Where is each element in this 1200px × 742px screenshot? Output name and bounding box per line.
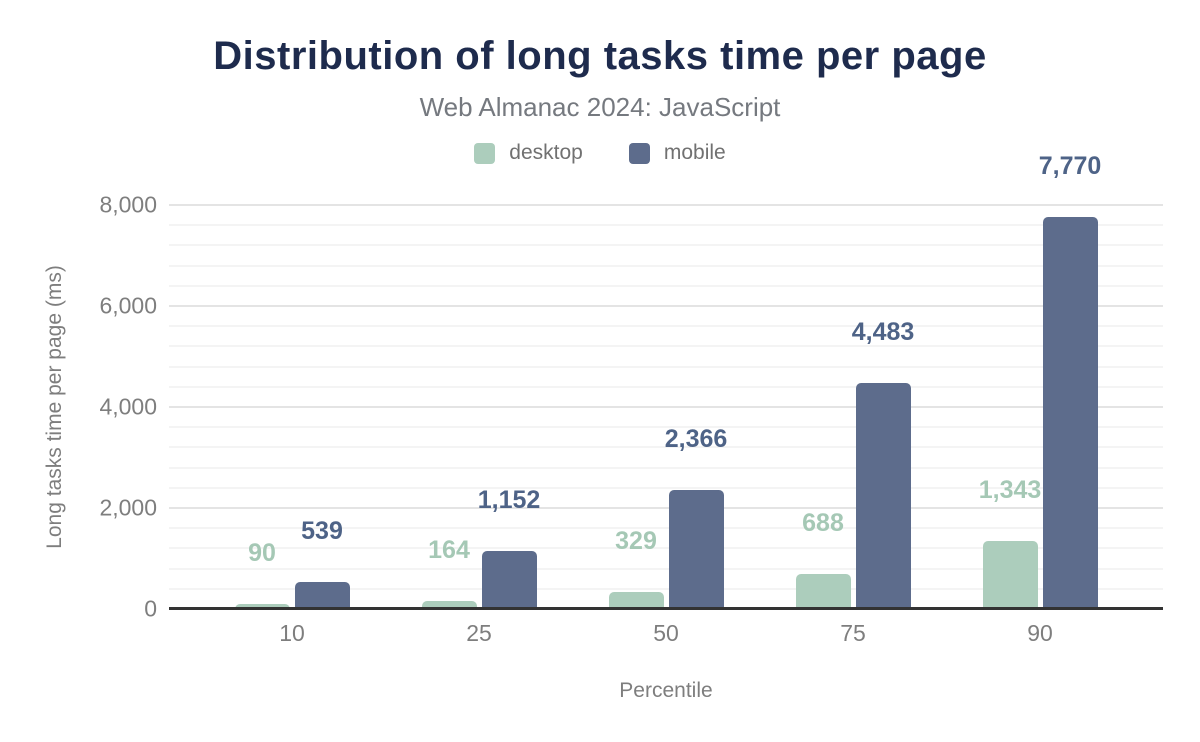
y-axis-title: Long tasks time per page (ms)	[43, 265, 66, 549]
bar-desktop-p75	[795, 574, 851, 609]
value-label-mobile-p50: 2,366	[664, 424, 728, 453]
major-gridline	[169, 507, 1163, 509]
bar-mobile-p90	[1042, 216, 1098, 609]
minor-gridline	[169, 547, 1163, 550]
y-tick-label: 0	[144, 595, 157, 622]
legend-label-mobile: mobile	[663, 141, 726, 164]
legend-item-desktop: desktop	[474, 141, 583, 165]
minor-gridline	[169, 446, 1163, 449]
mobile-legend-swatch-icon	[628, 142, 650, 164]
x-axis-line	[169, 607, 1163, 610]
minor-gridline	[169, 345, 1163, 348]
bar-mobile-p50	[668, 489, 724, 609]
x-axis-title: Percentile	[619, 679, 713, 702]
legend: desktop mobile	[0, 141, 1200, 165]
minor-gridline	[169, 284, 1163, 287]
minor-gridline	[169, 325, 1163, 328]
bar-mobile-p10	[294, 581, 350, 609]
minor-gridline	[169, 385, 1163, 388]
plot-area: 90 539 164 1,152 329 2,366 688 4,483 1,343 7,770	[169, 153, 1163, 610]
value-label-mobile-p75: 4,483	[851, 317, 915, 346]
bar-mobile-p25	[481, 550, 537, 609]
x-tick-label: 90	[1027, 620, 1053, 646]
minor-gridline	[169, 426, 1163, 429]
value-label-desktop-p50: 329	[615, 527, 657, 556]
x-tick-label: 50	[653, 620, 679, 646]
chart-subtitle: Web Almanac 2024: JavaScript	[419, 92, 781, 122]
minor-gridline	[169, 567, 1163, 570]
x-tick-label: 25	[466, 620, 492, 646]
minor-gridline	[169, 527, 1163, 530]
minor-gridline	[169, 486, 1163, 489]
value-label-desktop-p25: 164	[428, 535, 470, 564]
y-tick-label: 2,000	[99, 494, 157, 521]
value-label-mobile-p25: 1,152	[477, 485, 541, 514]
minor-gridline	[169, 224, 1163, 227]
minor-gridline	[169, 466, 1163, 469]
y-tick-label: 6,000	[99, 292, 157, 319]
major-gridline	[169, 305, 1163, 307]
x-tick-label: 75	[840, 620, 866, 646]
x-tick-label: 10	[279, 620, 305, 646]
y-tick-label: 8,000	[99, 191, 157, 218]
value-label-mobile-p10: 539	[301, 516, 343, 545]
minor-gridline	[169, 365, 1163, 368]
legend-label-desktop: desktop	[509, 141, 583, 164]
minor-gridline	[169, 587, 1163, 590]
bar-desktop-p50	[608, 592, 664, 609]
minor-gridline	[169, 244, 1163, 247]
bar-desktop-p10	[234, 604, 290, 609]
minor-gridline	[169, 264, 1163, 267]
chart-title: Distribution of long tasks time per page	[213, 34, 987, 78]
value-label-desktop-p90: 1,343	[978, 476, 1042, 505]
bar-desktop-p90	[982, 541, 1038, 609]
value-label-desktop-p75: 688	[802, 509, 844, 538]
value-label-mobile-p90: 7,770	[1038, 151, 1102, 180]
bar-desktop-p25	[421, 600, 477, 609]
major-gridline	[169, 204, 1163, 206]
legend-item-mobile: mobile	[628, 141, 726, 165]
value-label-desktop-p10: 90	[248, 539, 276, 568]
y-tick-label: 4,000	[99, 393, 157, 420]
bar-mobile-p75	[855, 382, 911, 609]
major-gridline	[169, 406, 1163, 408]
desktop-legend-swatch-icon	[474, 142, 496, 164]
